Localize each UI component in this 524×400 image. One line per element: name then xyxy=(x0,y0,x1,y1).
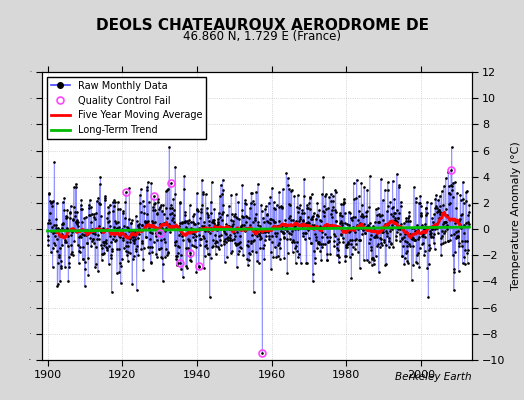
Text: 46.860 N, 1.729 E (France): 46.860 N, 1.729 E (France) xyxy=(183,30,341,43)
Legend: Raw Monthly Data, Quality Control Fail, Five Year Moving Average, Long-Term Tren: Raw Monthly Data, Quality Control Fail, … xyxy=(47,77,206,139)
Y-axis label: Temperature Anomaly (°C): Temperature Anomaly (°C) xyxy=(511,142,521,290)
Text: DEOLS CHATEAUROUX AERODROME DE: DEOLS CHATEAUROUX AERODROME DE xyxy=(95,18,429,33)
Text: Berkeley Earth: Berkeley Earth xyxy=(395,372,472,382)
